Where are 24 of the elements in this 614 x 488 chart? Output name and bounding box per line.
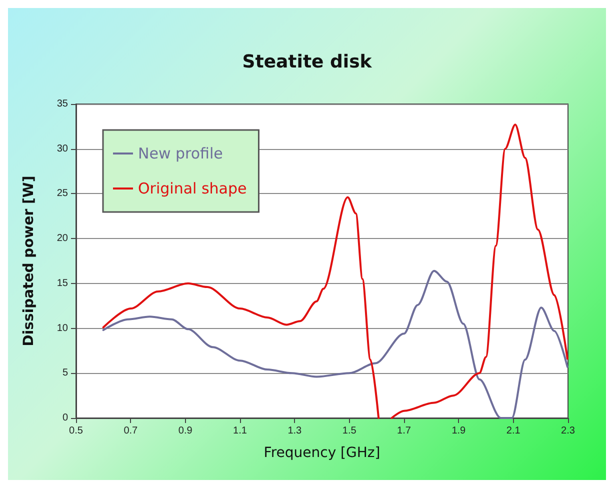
y-tick-label: 5 [62, 368, 68, 379]
y-tick-label: 35 [56, 98, 68, 110]
y-tick-label: 0 [62, 412, 68, 424]
x-tick-label: 1.5 [342, 426, 357, 436]
x-tick-label: 1.1 [233, 426, 248, 436]
y-tick-label: 10 [56, 322, 68, 334]
y-axis-title: Dissipated power [W] [21, 176, 37, 346]
x-tick-label: 2.3 [561, 426, 576, 436]
x-tick-label: 0.5 [69, 426, 84, 436]
y-tick-label: 25 [56, 188, 68, 200]
x-tick-label: 1.9 [452, 426, 466, 436]
legend-label: Original shape [138, 180, 247, 198]
x-axis-title: Frequency [GHz] [264, 445, 380, 461]
x-tick-label: 1.7 [397, 426, 412, 436]
x-tick-label: 0.7 [124, 426, 138, 436]
y-tick-label: 30 [56, 143, 68, 154]
line-series [102, 270, 568, 419]
x-tick-label: 1.3 [288, 426, 302, 436]
chart-title: Steatite disk [242, 52, 373, 72]
y-tick-label: 20 [56, 233, 68, 244]
x-tick-label: 2.1 [506, 426, 521, 436]
y-tick-label: 15 [56, 278, 68, 289]
legend-label: New profile [138, 144, 223, 162]
x-tick-label: 0.9 [178, 426, 193, 436]
